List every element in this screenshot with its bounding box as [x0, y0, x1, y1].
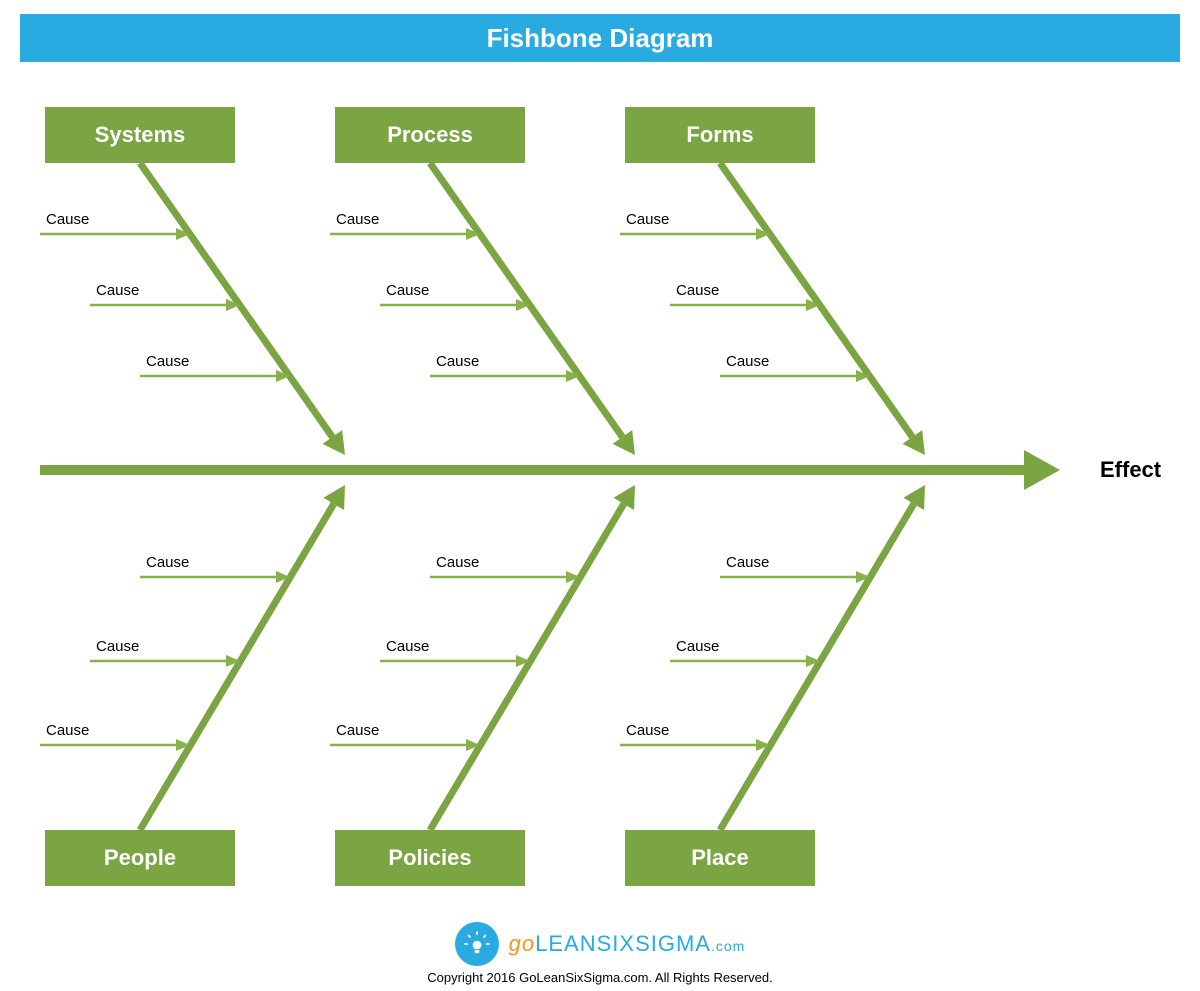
cause-label: Cause — [436, 353, 479, 370]
category-label: Process — [387, 122, 473, 148]
logo-text: goLEANSIXSIGMA.com — [509, 931, 746, 957]
category-label: Place — [691, 845, 749, 871]
category-label: Forms — [686, 122, 753, 148]
copyright-text: Copyright 2016 GoLeanSixSigma.com. All R… — [0, 970, 1200, 985]
cause-label: Cause — [386, 638, 429, 655]
cause-label: Cause — [336, 722, 379, 739]
cause-label: Cause — [96, 282, 139, 299]
logo: goLEANSIXSIGMA.com — [455, 922, 746, 966]
logo-brand: LEANSIXSIGMA — [535, 931, 711, 956]
cause-label: Cause — [726, 554, 769, 571]
category-box-policies: Policies — [335, 830, 525, 886]
cause-label: Cause — [336, 211, 379, 228]
cause-label: Cause — [96, 638, 139, 655]
category-label: Policies — [388, 845, 471, 871]
logo-tld: .com — [711, 938, 745, 954]
cause-label: Cause — [626, 722, 669, 739]
effect-label: Effect — [1100, 457, 1161, 483]
category-box-place: Place — [625, 830, 815, 886]
category-box-systems: Systems — [45, 107, 235, 163]
category-label: Systems — [95, 122, 186, 148]
cause-label: Cause — [676, 282, 719, 299]
cause-label: Cause — [46, 722, 89, 739]
lightbulb-icon — [455, 922, 499, 966]
footer: goLEANSIXSIGMA.com Copyright 2016 GoLean… — [0, 922, 1200, 985]
category-box-people: People — [45, 830, 235, 886]
cause-label: Cause — [676, 638, 719, 655]
cause-label: Cause — [726, 353, 769, 370]
category-box-process: Process — [335, 107, 525, 163]
cause-label: Cause — [146, 554, 189, 571]
cause-label: Cause — [46, 211, 89, 228]
category-label: People — [104, 845, 176, 871]
cause-label: Cause — [436, 554, 479, 571]
logo-go: go — [509, 931, 535, 956]
cause-label: Cause — [146, 353, 189, 370]
cause-label: Cause — [386, 282, 429, 299]
cause-label: Cause — [626, 211, 669, 228]
category-box-forms: Forms — [625, 107, 815, 163]
fishbone-page: Fishbone Diagram Effect SystemsProcessFo… — [0, 0, 1200, 991]
